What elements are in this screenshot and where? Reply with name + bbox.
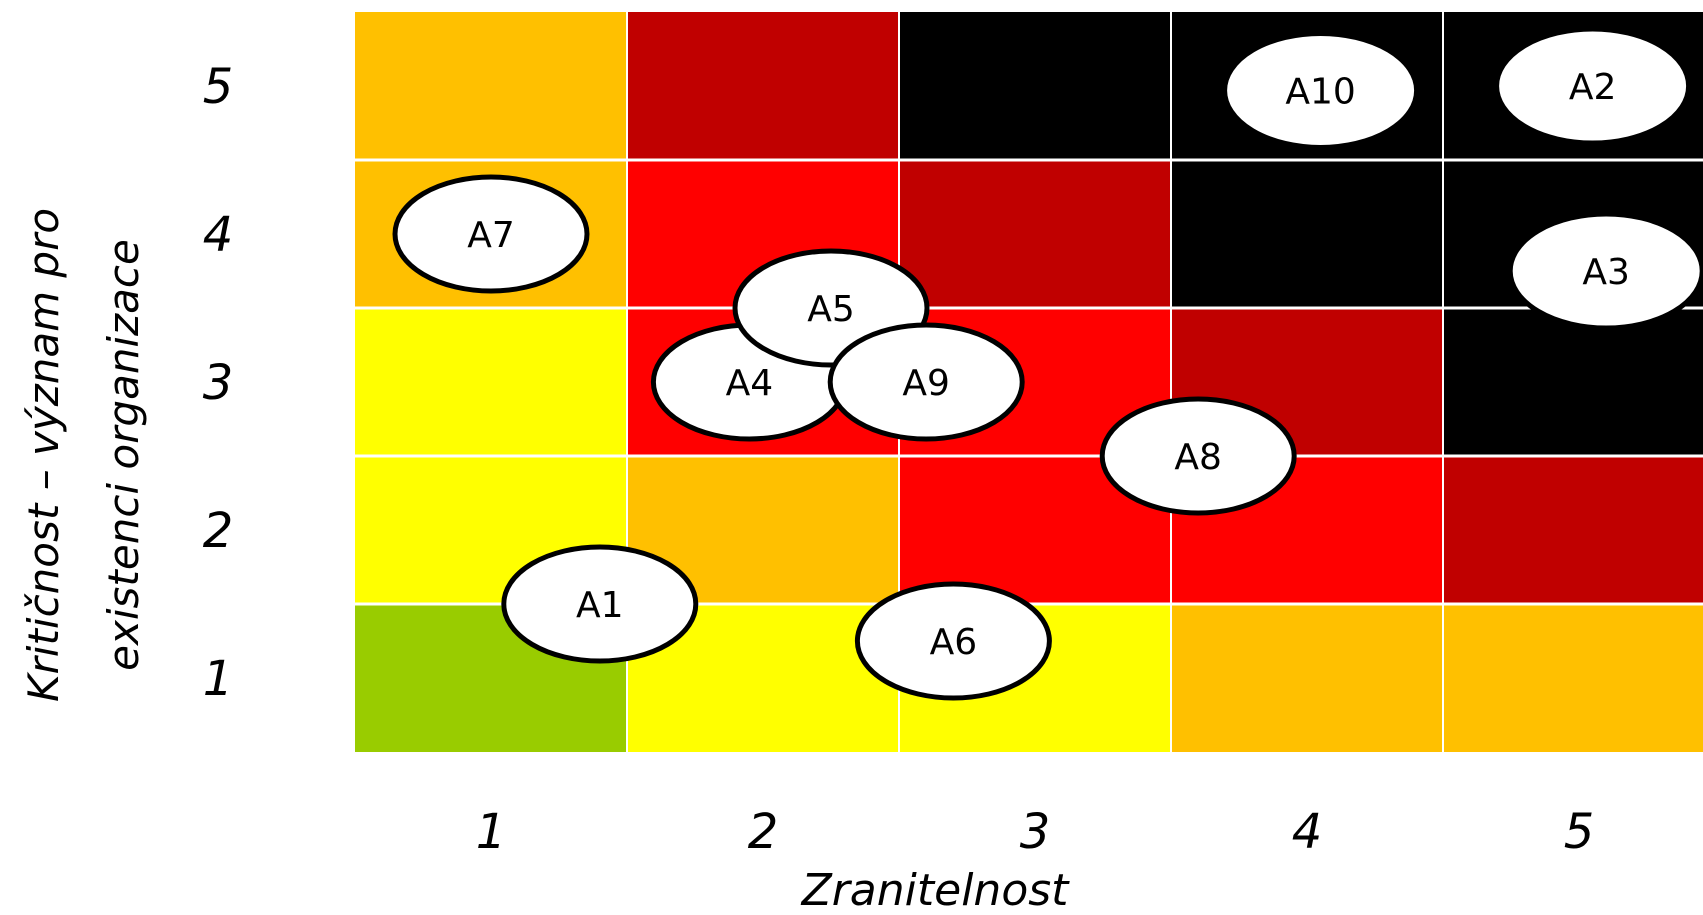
bubble-a10: A10	[1222, 30, 1420, 150]
y-tick-label: 4	[203, 207, 234, 263]
bubble-label: A6	[930, 622, 978, 663]
cell-x5-y1	[1443, 604, 1703, 752]
y-axis-title-line-1: Kritičnost – význam pro	[19, 208, 68, 702]
cell-x5-y3	[1443, 308, 1703, 456]
x-tick-label: 4	[1292, 804, 1323, 860]
bubble-shape	[827, 322, 1025, 442]
bubble-label: A4	[726, 363, 774, 404]
x-tick-label: 1	[476, 804, 507, 860]
bubble-a2: A2	[1494, 26, 1692, 146]
x-tick-label: 3	[1020, 804, 1051, 860]
x-tick-labels: 1 2 3 4 5	[476, 804, 1595, 860]
bubble-label: A2	[1569, 67, 1617, 108]
cell-x2-y5	[627, 12, 899, 160]
cell-x4-y4	[1171, 160, 1443, 308]
bubble-shape	[1507, 211, 1703, 331]
bubble-a9: A9	[827, 322, 1025, 442]
bubble-label: A10	[1285, 71, 1355, 112]
y-tick-label: 3	[203, 355, 234, 411]
bubble-label: A3	[1582, 252, 1630, 293]
x-tick-label: 2	[748, 804, 779, 860]
cell-x5-y2	[1443, 456, 1703, 604]
x-axis-title: Zranitelnost	[801, 865, 1071, 915]
bubble-a6: A6	[854, 581, 1052, 701]
risk-bubbles: A1 A2 A3 A4 A5 A6 A7 A8 A9 A10	[392, 26, 1703, 701]
bubble-label: A5	[807, 289, 855, 330]
y-tick-labels: 1 2 3 4 5	[203, 59, 234, 707]
cell-x3-y5	[899, 12, 1171, 160]
y-tick-label: 1	[203, 651, 234, 707]
bubble-shape	[392, 174, 590, 294]
bubble-label: A1	[576, 585, 624, 626]
bubble-shape	[854, 581, 1052, 701]
cell-x1-y3	[355, 308, 627, 456]
bubble-a7: A7	[392, 174, 590, 294]
bubble-a1: A1	[501, 544, 699, 664]
bubble-label: A9	[902, 363, 950, 404]
y-tick-label: 2	[203, 503, 234, 559]
bubble-shape	[501, 544, 699, 664]
y-axis-title-line-2: existenci organizace	[99, 239, 148, 671]
x-tick-label: 5	[1564, 804, 1595, 860]
bubble-a3: A3	[1507, 211, 1703, 331]
y-tick-label: 5	[203, 59, 234, 115]
bubble-label: A8	[1174, 437, 1222, 478]
cell-x4-y1	[1171, 604, 1443, 752]
bubble-label: A7	[467, 215, 515, 256]
bubble-shape	[1494, 26, 1692, 146]
cell-x1-y5	[355, 12, 627, 160]
bubble-a8: A8	[1099, 396, 1297, 516]
bubble-shape	[1222, 30, 1420, 150]
cell-x3-y4	[899, 160, 1171, 308]
y-axis-title: Kritičnost – význam pro existenci organi…	[19, 208, 148, 702]
bubble-shape	[1099, 396, 1297, 516]
